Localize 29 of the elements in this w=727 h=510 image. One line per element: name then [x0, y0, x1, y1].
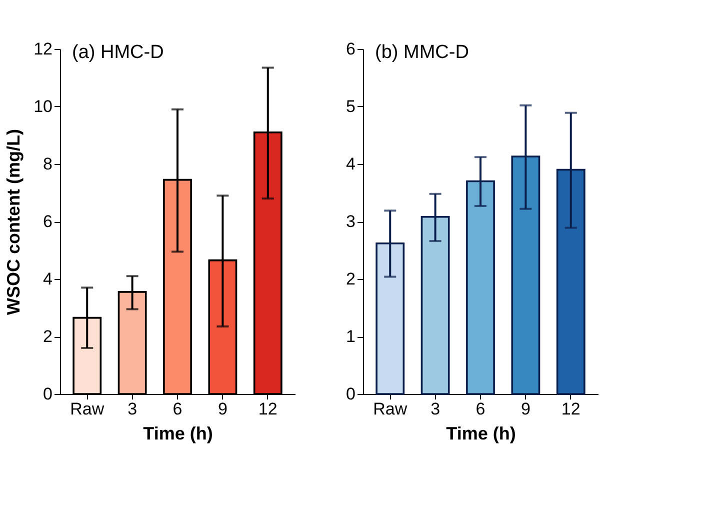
chart-title: (a) HMC-D: [72, 42, 164, 63]
x-tick-label: Raw: [70, 400, 105, 418]
x-axis-title: Time (h): [446, 424, 516, 444]
x-tick-label: 12: [258, 400, 278, 418]
x-tick-label: 12: [561, 400, 580, 418]
y-tick-label: 3: [346, 212, 356, 231]
y-tick-label: 2: [346, 270, 356, 288]
y-tick-label: 0: [43, 384, 52, 404]
x-axis-title: Time (h): [143, 424, 213, 444]
y-tick-label: 8: [43, 154, 52, 174]
y-axis-title: WSOC content (mg/L): [4, 129, 24, 315]
y-tick-label: 1: [346, 327, 356, 346]
y-tick-label: 5: [346, 97, 356, 116]
x-tick-label: 9: [520, 400, 530, 418]
x-tick-label: Raw: [373, 400, 408, 418]
y-tick-label: 10: [34, 97, 52, 116]
y-tick-label: 12: [34, 40, 52, 58]
y-tick-label: 4: [43, 270, 52, 288]
x-tick-label: 9: [218, 400, 228, 418]
x-tick-label: 3: [430, 400, 440, 418]
y-tick-label: 0: [346, 384, 356, 404]
y-tick-label: 6: [346, 40, 356, 58]
x-tick-label: 6: [172, 400, 182, 418]
y-tick-label: 4: [346, 154, 356, 174]
y-tick-label: 2: [43, 327, 52, 346]
chart-title: (b) MMC-D: [375, 42, 469, 63]
y-tick-label: 6: [43, 212, 52, 231]
x-tick-label: 3: [128, 400, 138, 418]
x-tick-label: 6: [476, 400, 486, 418]
